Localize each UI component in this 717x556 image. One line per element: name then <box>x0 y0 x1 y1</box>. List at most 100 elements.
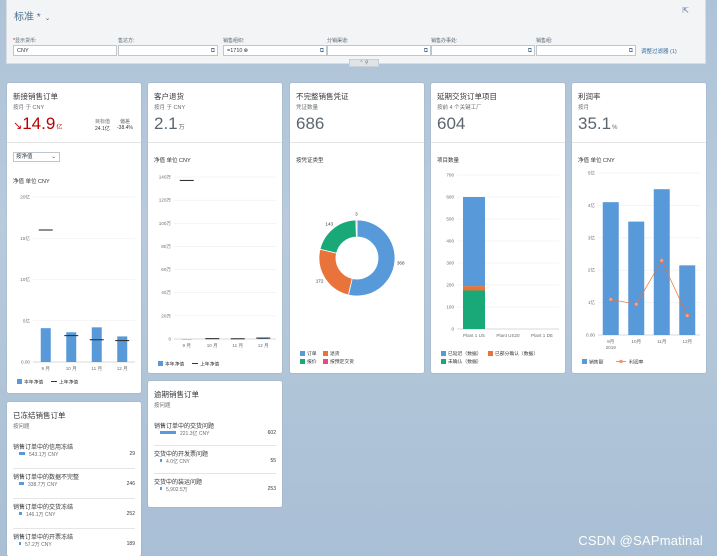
value-help-icon[interactable]: ⧉ <box>210 48 215 54</box>
list-item-bar <box>160 459 162 462</box>
deviation-label: 偏差 <box>120 119 131 125</box>
donut-slice <box>318 248 353 296</box>
card-blocked-orders[interactable]: 已冻结销售订单 按问题 销售订单中的信用冻结 543.1万 CNY 29 销售订单… <box>7 402 141 556</box>
list-item-count: 602 <box>267 430 276 436</box>
measure-dropdown[interactable]: 按净值 ⌄ <box>13 152 60 162</box>
row-divider <box>13 498 135 499</box>
legend-item: 已延迟（数据） <box>441 351 482 359</box>
value-help-icon[interactable]: ⧉ <box>423 48 428 54</box>
card-incomplete-documents[interactable]: 不完整销售凭证 凭证数量 686 按凭证类型 368 172 143 3 订单 退货 … <box>290 83 424 373</box>
kpi-value: 686 <box>296 114 325 133</box>
list-item[interactable]: 销售订单中的开票冻结 57.2万 CNY 189 <box>13 532 135 556</box>
legend-label: 上年净值 <box>59 379 78 386</box>
list-item-count: 29 <box>129 451 135 457</box>
margin-line <box>610 259 688 316</box>
card-title: 新接销售订单 <box>13 92 58 101</box>
legend-swatch <box>582 359 587 364</box>
slice-value-label: 3 <box>355 212 358 217</box>
card-subtitle: 凭证数量 <box>296 105 319 111</box>
card-profit-margin[interactable]: 利润率 按月 35.1% 净值 单位 CNY 0.00 1亿 2亿 3亿 4亿 5亿 9月 1… <box>572 83 706 373</box>
chart-title: 净值 单位 CNY <box>578 158 615 164</box>
sales-org-input[interactable]: =1710⊗ ⧉ <box>223 45 327 56</box>
legend-swatch <box>158 361 163 366</box>
sold-to-input[interactable]: ⧉ <box>118 45 218 56</box>
filter-sales-office: 销售办事处: ⧉ <box>431 37 535 56</box>
bar-sales <box>602 202 619 335</box>
x-tick-label: 10 月 <box>66 366 77 372</box>
variant-selector[interactable]: 标准 * ⌄ <box>14 8 51 23</box>
target-value: 24.1亿 <box>95 126 110 132</box>
legend-item: 退货 <box>322 351 340 359</box>
y-tick-label: 0.00 <box>586 333 595 338</box>
value-help-icon[interactable]: ⧉ <box>527 48 532 54</box>
list-item-title: 销售订单中的交货冻结 <box>13 505 74 511</box>
list-item-amount: 543.1万 CNY <box>29 452 59 458</box>
x-tick-label: 10 月 <box>207 343 218 349</box>
card-new-sales-orders[interactable]: 新接销售订单 按月 于 CNY ↘14.9亿 目标值 24.1亿 偏差 -38.… <box>7 83 141 393</box>
x-tick-label: 9 月 <box>183 343 191 349</box>
list-item[interactable]: 销售订单中的交货冻结 146.1万 CNY 252 <box>13 502 135 532</box>
kpi-unit: 万 <box>178 125 185 131</box>
token-remove-icon[interactable]: ⊗ <box>243 48 249 54</box>
collapse-header-button[interactable]: ⌃ ⚲ <box>349 59 379 67</box>
filter-label: 销售组织: <box>223 38 245 44</box>
divider <box>290 142 424 143</box>
filter-currency: *显示货币: CNY <box>13 37 117 56</box>
card-subtitle: 按前 4 个关键工厂 <box>437 105 482 111</box>
x-tick-label: 12月 <box>682 339 692 345</box>
sales-group-input[interactable]: ⧉ <box>536 45 636 56</box>
y-tick-label: 300 <box>446 261 454 266</box>
list-item-bar <box>160 487 162 490</box>
watermark: CSDN @SAPmatinal <box>578 533 703 548</box>
list-item[interactable]: 销售订单中的信用冻结 543.1万 CNY 29 <box>13 442 135 472</box>
divider <box>431 142 565 143</box>
list-item[interactable]: 交货中的装运问题 5,902.5万 253 <box>154 477 276 505</box>
kpi-number: 35.1 <box>578 114 612 133</box>
distribution-channel-input[interactable]: ⧉ <box>327 45 431 56</box>
y-tick-label: 100 <box>446 305 454 310</box>
card-customer-returns[interactable]: 客户退货 按月 于 CNY 2.1万 净值 单位 CNY 0 20万 40万 60万 8… <box>148 83 282 373</box>
list-item-count: 55 <box>270 458 276 464</box>
card-title: 逾期销售订单 <box>154 390 199 399</box>
x-tick-label: 10月 <box>631 339 641 345</box>
card-title: 延期交货订单项目 <box>437 92 497 101</box>
filter-label: 销售组: <box>536 38 553 44</box>
card-overdue-orders[interactable]: 逾期销售订单 按问题 销售订单中的交货问题 221.3亿 CNY 602 交货中的… <box>148 381 282 507</box>
dropdown-value: 按净值 <box>16 154 33 160</box>
adapt-filters-link[interactable]: 调整过滤器 (1) <box>641 49 677 55</box>
bar-sales <box>679 265 696 335</box>
y-tick-label: 60万 <box>161 267 171 273</box>
filter-label: 售达方: <box>118 38 135 44</box>
value-help-icon[interactable]: ⧉ <box>628 48 633 54</box>
value-help-icon[interactable]: ⧉ <box>319 48 324 54</box>
filter-distribution-channel: 分销渠道: ⧉ <box>327 37 431 56</box>
currency-input[interactable]: CNY <box>13 45 117 56</box>
row-divider <box>154 473 276 474</box>
chart-title: 净值 单位 CNY <box>154 158 191 164</box>
margin-point <box>634 302 639 307</box>
y-tick-label: 1亿 <box>588 299 596 306</box>
trend-down-icon: ↘ <box>13 120 23 132</box>
kpi-value: 35.1% <box>578 114 617 134</box>
sales-office-input[interactable]: ⧉ <box>431 45 535 56</box>
margin-chart: 0.00 1亿 2亿 3亿 4亿 5亿 9月 10月 11月 12月 2019 销售额 利润率 <box>582 170 700 366</box>
incomplete-donut-chart: 368 172 143 3 <box>316 212 405 297</box>
target-label: 目标值 <box>95 119 111 125</box>
list-item-bar <box>19 452 25 455</box>
filter-sales-group: 销售组: ⧉ <box>536 37 636 56</box>
bar-current-year <box>181 339 192 340</box>
list-item-amount: 338.7万 CNY <box>28 482 58 488</box>
filter-sold-to: 售达方: ⧉ <box>118 37 218 56</box>
list-item[interactable]: 销售订单中的数据不完整 338.7万 CNY 246 <box>13 472 135 502</box>
list-item[interactable]: 销售订单中的交货问题 221.3亿 CNY 602 <box>154 421 276 449</box>
legend-item: 未确认（数据） <box>441 359 482 367</box>
y-tick-label: 0 <box>168 337 171 342</box>
card-subtitle: 按月 于 CNY <box>13 105 45 111</box>
y-tick-label: 140万 <box>159 175 172 181</box>
list-item[interactable]: 交货中的开发票问题 4.0亿 CNY 55 <box>154 449 276 477</box>
kpi-value: 2.1万 <box>154 114 185 134</box>
card-delayed-items[interactable]: 延期交货订单项目 按前 4 个关键工厂 604 项目数量 0 100 200 300 4… <box>431 83 565 373</box>
share-icon[interactable]: ⇱ <box>682 6 689 15</box>
list-item-title: 销售订单中的数据不完整 <box>13 475 80 481</box>
list-item-count: 253 <box>267 486 276 492</box>
